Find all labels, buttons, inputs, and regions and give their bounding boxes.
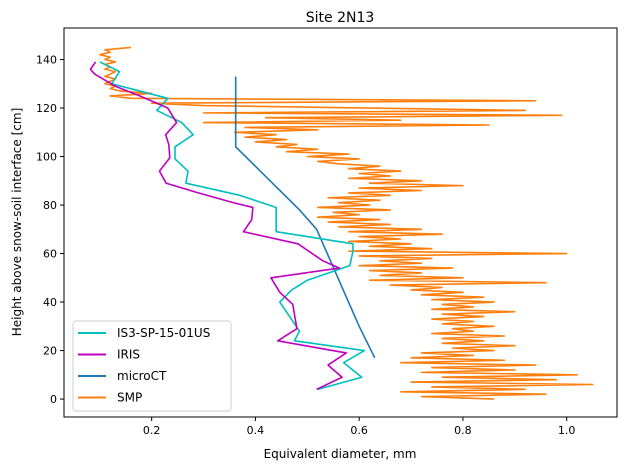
series-line-microct [234,76,376,359]
axes: 0.2 0.4 0.6 0.8 1.0 0 20 40 60 80 100 120 140 [36,27,618,437]
x-axis-label: Equivalent diameter, mm [264,447,417,461]
y-axis-label: Height above snow-soil interface [cm] [10,108,24,337]
y-tick-label: 80 [43,199,57,212]
axes-frame [63,27,618,418]
y-tick-label: 40 [43,296,57,309]
legend-label: IRIS [117,348,140,362]
y-tick-label: 120 [36,102,57,115]
legend-box [72,320,232,412]
series-group [89,46,594,400]
x-tick-label: 0.2 [143,424,161,437]
y-tick-label: 100 [36,151,57,164]
series-line-smp [98,46,594,400]
legend: IS3-SP-15-01US IRIS microCT SMP [72,320,232,412]
legend-label: microCT [117,369,167,383]
y-tick-label: 60 [43,248,57,261]
y-tick-label: 0 [50,393,57,406]
y-tick-label: 20 [43,345,57,358]
x-tick-label: 0.6 [350,424,368,437]
series-line-iris [89,61,348,391]
x-tick-label: 0.4 [247,424,265,437]
y-tick-label: 140 [36,54,57,67]
plot-area [89,46,594,400]
legend-label: IS3-SP-15-01US [117,326,210,340]
x-tick-label: 1.0 [558,424,576,437]
legend-label: SMP [117,391,142,405]
series-line-is3-sp-15-01us [99,61,366,391]
chart-title: Site 2N13 [306,10,375,26]
x-tick-label: 0.8 [454,424,472,437]
